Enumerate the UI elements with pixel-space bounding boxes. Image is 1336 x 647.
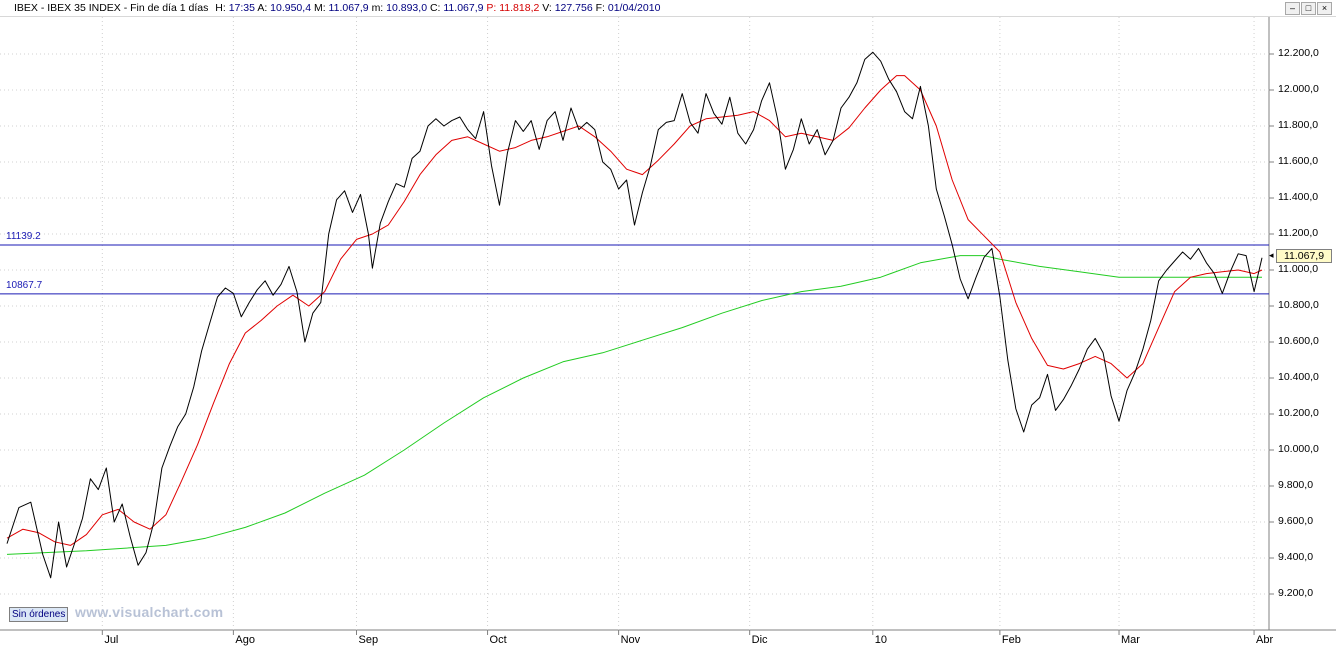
month-label: Mar [1121,634,1140,646]
open-label: A: [257,2,268,14]
y-tick-label: 9.200,0 [1278,587,1314,599]
window-controls: – □ × [1285,2,1332,15]
axis-ticks [101,53,1274,635]
month-label: Oct [489,634,507,646]
min-label: m: [371,2,384,14]
y-tick-label: 9.600,0 [1278,515,1314,527]
y-tick-label: 11.600,0 [1278,155,1319,167]
series-line-ma-corta [6,75,1263,546]
y-tick-label: 9.800,0 [1278,479,1314,491]
high-time-value: 17:35 [228,2,255,14]
y-tick-label: 10.000,0 [1278,443,1319,455]
close-value: 11.067,9 [443,2,484,14]
maximize-button[interactable]: □ [1301,2,1316,15]
level-label: 11139.2 [6,230,41,242]
y-tick-label: 10.200,0 [1278,407,1319,419]
month-label: Feb [1001,634,1021,646]
y-tick-label: 12.200,0 [1278,47,1319,59]
volume-label: V: [542,2,552,14]
brand-watermark: www.visualchart.com [75,604,224,620]
prev-value: 11.818,2 [499,2,540,14]
date-value: 01/04/2010 [607,2,661,14]
open-value: 10.950,4 [270,2,312,14]
last-price-box: 11.067,9 [1276,249,1332,263]
y-tick-label: 11.200,0 [1278,227,1319,239]
orders-status-badge[interactable]: Sin órdenes [9,607,69,622]
series-lines [6,51,1263,579]
y-tick-label: 11.400,0 [1278,191,1319,203]
y-tick-label: 11.800,0 [1278,119,1319,131]
month-label: 10 [874,634,888,646]
title-bar: IBEX - IBEX 35 INDEX - Fin de día 1 días… [0,0,1336,17]
symbol-name: IBEX - IBEX 35 INDEX - Fin de día 1 días [14,2,209,14]
y-tick-label: 12.000,0 [1278,83,1319,95]
y-tick-label: 10.800,0 [1278,299,1319,311]
month-label: Sep [358,634,379,646]
prev-label: P: [486,2,497,14]
y-tick-label: 10.600,0 [1278,335,1319,347]
date-label: F: [595,2,605,14]
high-time-label: H: [215,2,226,14]
max-value: 11.067,9 [328,2,369,14]
horizontal-levels[interactable] [0,244,1269,295]
month-label: Nov [620,634,641,646]
price-chart[interactable] [0,17,1336,647]
month-label: Jul [104,634,119,646]
close-label: C: [429,2,441,14]
series-line-ma-larga [6,255,1262,555]
symbol-info: IBEX - IBEX 35 INDEX - Fin de día 1 días… [14,2,660,14]
y-tick-label: 10.400,0 [1278,371,1319,383]
series-line-ibex [6,51,1263,579]
level-label: 10867.7 [6,279,43,291]
close-button[interactable]: × [1317,2,1332,15]
last-price-pointer-icon: ◂ [1269,250,1274,260]
minimize-button[interactable]: – [1285,2,1300,15]
y-tick-label: 9.400,0 [1278,551,1314,563]
month-label: Abr [1256,634,1274,646]
y-tick-label: 11.000,0 [1278,263,1319,275]
month-label: Dic [751,634,768,646]
volume-value: 127.756 [554,2,593,14]
month-label: Ago [235,634,255,646]
min-value: 10.893,0 [386,2,428,14]
max-label: M: [313,2,326,14]
